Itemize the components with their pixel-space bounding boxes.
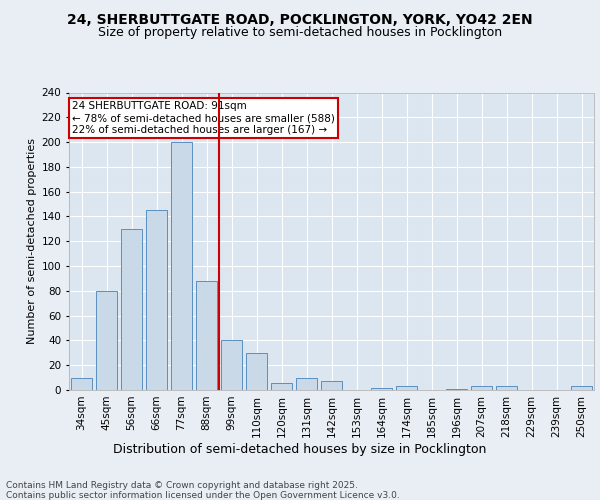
Bar [96,291,117,390]
Text: Distribution of semi-detached houses by size in Pocklington: Distribution of semi-detached houses by … [113,442,487,456]
Bar [371,388,392,390]
Bar [196,281,217,390]
Bar [171,142,192,390]
Bar [121,229,142,390]
Y-axis label: Number of semi-detached properties: Number of semi-detached properties [28,138,37,344]
Bar [571,386,592,390]
Bar [446,389,467,390]
Bar [321,382,342,390]
Bar [396,386,417,390]
Bar [246,353,267,390]
Text: 24, SHERBUTTGATE ROAD, POCKLINGTON, YORK, YO42 2EN: 24, SHERBUTTGATE ROAD, POCKLINGTON, YORK… [67,12,533,26]
Bar [146,210,167,390]
Text: 24 SHERBUTTGATE ROAD: 91sqm
← 78% of semi-detached houses are smaller (588)
22% : 24 SHERBUTTGATE ROAD: 91sqm ← 78% of sem… [71,102,335,134]
Bar [221,340,242,390]
Bar [496,386,517,390]
Bar [271,382,292,390]
Bar [71,378,92,390]
Bar [296,378,317,390]
Text: Size of property relative to semi-detached houses in Pocklington: Size of property relative to semi-detach… [98,26,502,39]
Bar [471,386,492,390]
Text: Contains HM Land Registry data © Crown copyright and database right 2025.
Contai: Contains HM Land Registry data © Crown c… [6,480,400,500]
